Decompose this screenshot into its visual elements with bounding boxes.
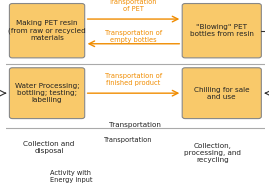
FancyBboxPatch shape: [9, 68, 85, 119]
Text: Collection and
disposal: Collection and disposal: [23, 141, 75, 154]
Text: "Blowing" PET
bottles from resin: "Blowing" PET bottles from resin: [190, 24, 254, 37]
Bar: [9, 134, 89, 161]
Text: Chilling for sale
and use: Chilling for sale and use: [194, 87, 250, 100]
Text: Transportation: Transportation: [104, 137, 153, 143]
Text: Transportation: Transportation: [109, 122, 161, 128]
Text: Activity with
Energy input: Activity with Energy input: [50, 170, 93, 183]
Text: Water Processing;
bottling; testing;
labelling: Water Processing; bottling; testing; lab…: [15, 83, 79, 103]
FancyBboxPatch shape: [182, 4, 261, 58]
Text: Transportation of
empty bottles: Transportation of empty bottles: [105, 30, 162, 43]
FancyBboxPatch shape: [182, 68, 261, 119]
Text: Collection,
processing, and
recycling: Collection, processing, and recycling: [184, 143, 241, 163]
Text: Making PET resin
(from raw or recycled
materials: Making PET resin (from raw or recycled m…: [8, 20, 86, 41]
Bar: [168, 137, 257, 169]
FancyBboxPatch shape: [9, 4, 85, 58]
Text: Transportation of
finished product: Transportation of finished product: [105, 73, 162, 86]
Bar: [9, 171, 46, 182]
Text: Transportation
of PET: Transportation of PET: [109, 0, 158, 12]
